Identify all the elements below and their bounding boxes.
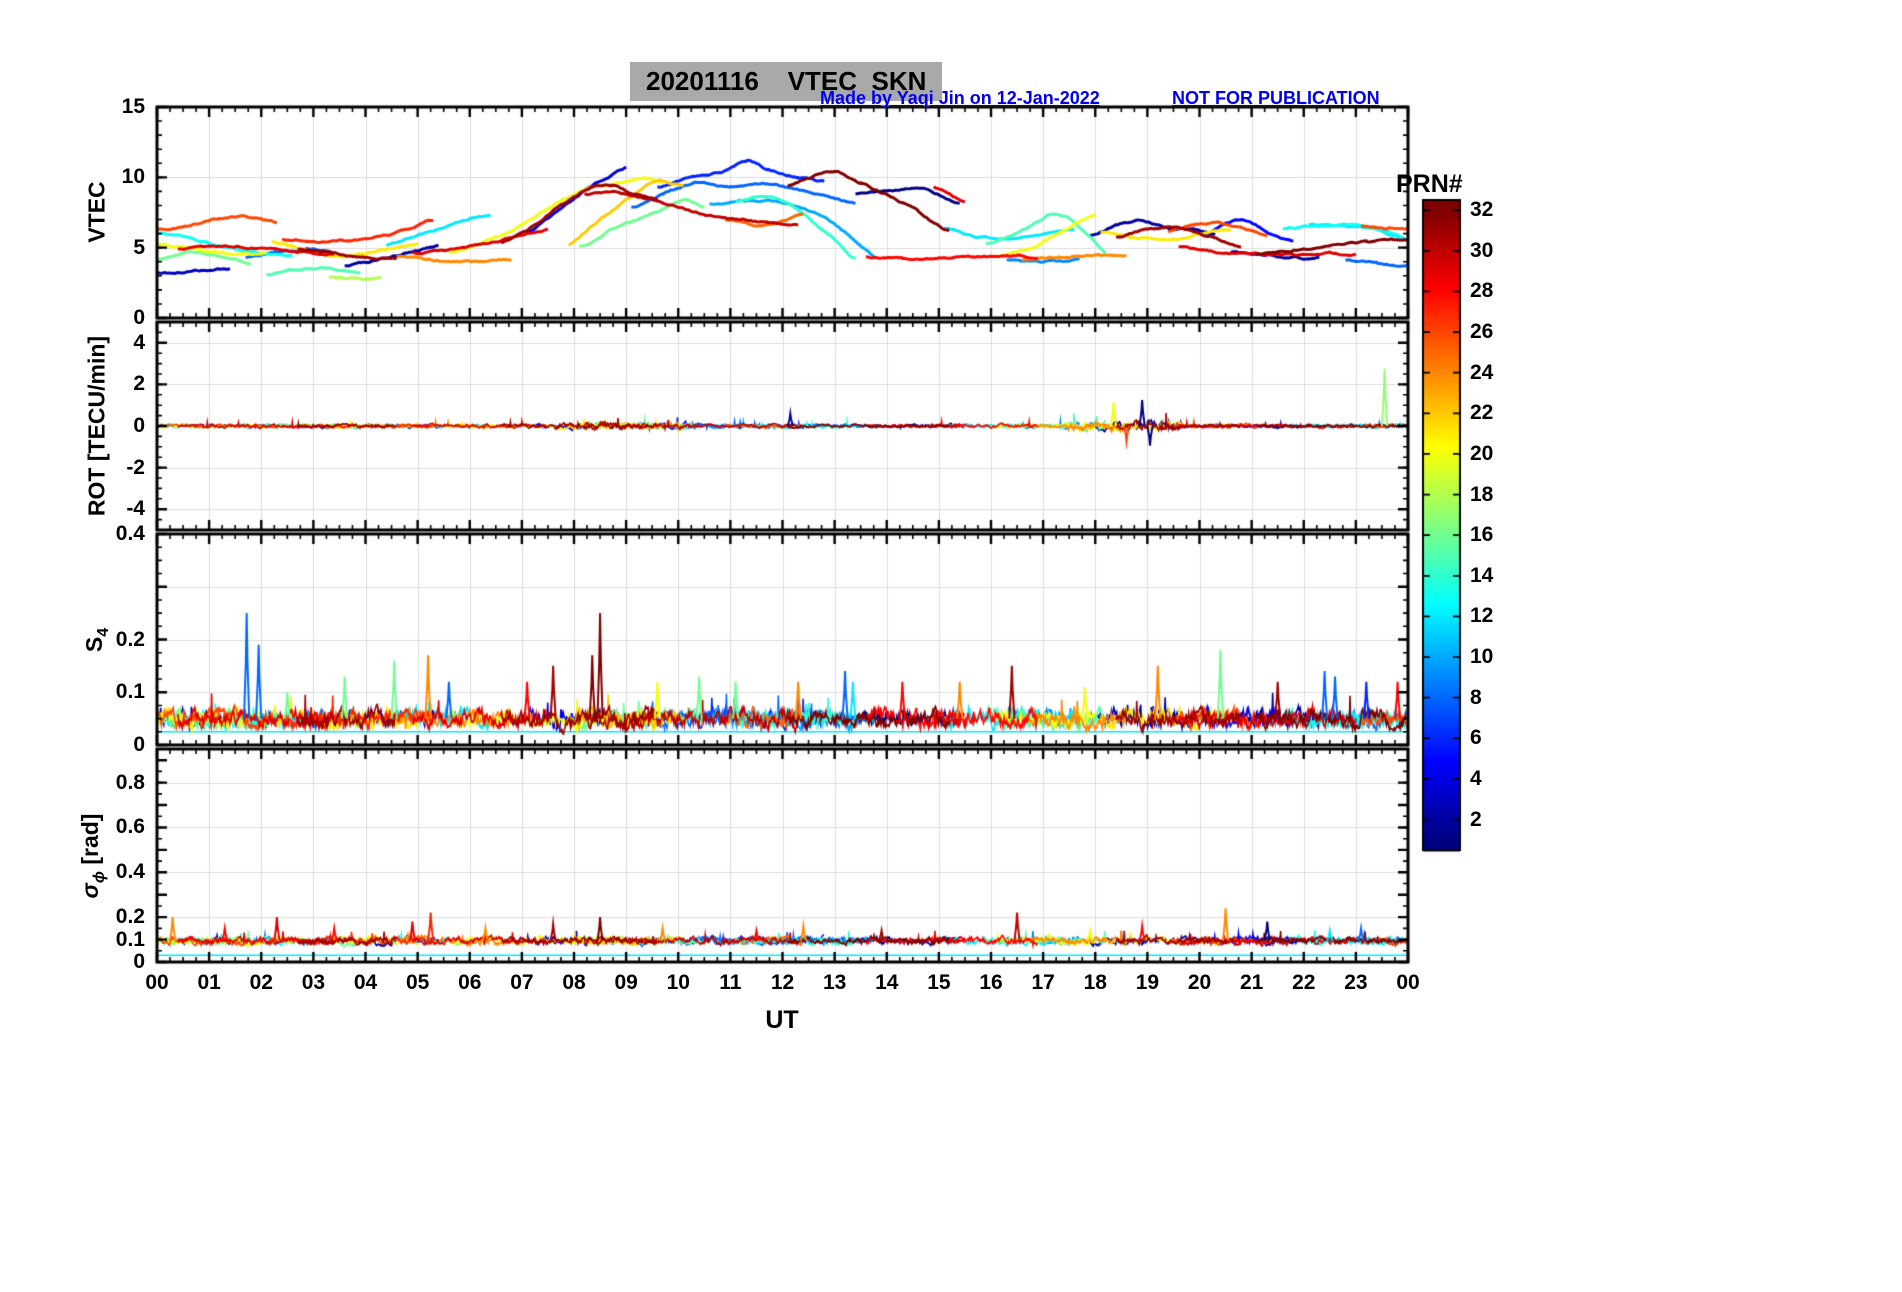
x-tick-label: 04 [353, 971, 378, 994]
x-tick-label: 16 [979, 971, 1003, 994]
x-axis-label: UT [765, 1006, 799, 1034]
x-tick-label: 19 [1135, 971, 1160, 994]
colorbar-tick-label: 22 [1470, 401, 1494, 425]
y-tick-label: 0.8 [115, 770, 145, 794]
y-tick-label: 4 [133, 330, 145, 354]
x-tick-label: 23 [1344, 971, 1368, 994]
colorbar-tick-label: 14 [1470, 563, 1494, 587]
colorbar-tick-label: 8 [1470, 685, 1482, 709]
x-tick-label: 00 [1396, 971, 1420, 994]
y-tick-label: 2 [133, 372, 145, 396]
x-tick-label: 15 [927, 971, 951, 994]
y-tick-label: 0.2 [115, 905, 145, 929]
colorbar-tick-label: 16 [1470, 523, 1494, 547]
x-tick-label: 00 [145, 971, 169, 994]
colorbar-tick-label: 10 [1470, 645, 1494, 669]
colorbar-tick-label: 24 [1470, 360, 1494, 384]
x-tick-label: 13 [822, 971, 847, 994]
y-tick-label: 0 [133, 733, 145, 756]
x-tick-label: 08 [562, 971, 586, 994]
x-tick-label: 03 [301, 971, 326, 994]
y-tick-label: -4 [126, 497, 145, 521]
colorbar-tick-label: 18 [1470, 482, 1494, 506]
y-tick-label: 5 [133, 235, 145, 259]
colorbar-tick-label: 30 [1470, 238, 1494, 262]
y-tick-label: 0 [133, 950, 145, 973]
x-tick-label: 18 [1083, 971, 1107, 994]
colorbar-tick-label: 32 [1470, 198, 1494, 222]
y-axis-label-vtec: VTEC [84, 181, 111, 242]
x-tick-label: 06 [458, 971, 482, 994]
y-tick-label: 0.4 [115, 860, 145, 884]
x-tick-label: 22 [1292, 971, 1316, 994]
y-tick-label: 0.2 [115, 627, 145, 651]
y-tick-label: 0.1 [115, 680, 145, 704]
colorbar-tick-label: 12 [1470, 604, 1494, 628]
x-tick-label: 12 [770, 971, 795, 994]
colorbar-tick-label: 26 [1470, 320, 1494, 344]
y-tick-label: -2 [126, 455, 145, 479]
y-tick-label: 10 [121, 165, 145, 189]
y-tick-label: 0.1 [115, 927, 145, 951]
y-tick-label: 0 [133, 306, 145, 329]
x-tick-label: 17 [1031, 971, 1055, 994]
x-tick-label: 02 [249, 971, 273, 994]
y-tick-label: 0.6 [115, 815, 145, 839]
y-label-text: σ [77, 883, 104, 899]
x-tick-label: 10 [666, 971, 690, 994]
y-tick-label: 15 [121, 95, 145, 118]
x-tick-label: 01 [197, 971, 221, 994]
y-tick-label: 0 [133, 414, 145, 437]
x-tick-label: 11 [719, 971, 742, 994]
y-label-text: VTEC [83, 181, 110, 243]
colorbar-tick-label: 20 [1470, 441, 1494, 465]
colorbar-tick-label: 6 [1470, 726, 1482, 750]
x-tick-label: 20 [1187, 971, 1212, 994]
x-tick-label: 07 [510, 971, 534, 994]
y-tick-label: 0.4 [115, 522, 145, 545]
x-tick-label: 14 [875, 971, 899, 994]
plot-title: 20201116 VTEC SKN [630, 62, 943, 101]
x-tick-label: 21 [1239, 971, 1264, 994]
colorbar-label: PRN# [1396, 170, 1463, 198]
not-for-publication-text: NOT FOR PUBLICATION [1172, 88, 1380, 108]
credit-text: Made by Yaqi Jin on 12-Jan-2022 [820, 88, 1100, 108]
colorbar-tick-label: 2 [1470, 807, 1482, 831]
x-tick-label: 09 [614, 971, 638, 994]
colorbar-tick-label: 4 [1470, 766, 1482, 790]
colorbar-tick-label: 28 [1470, 279, 1494, 303]
x-tick-label: 05 [405, 971, 430, 994]
